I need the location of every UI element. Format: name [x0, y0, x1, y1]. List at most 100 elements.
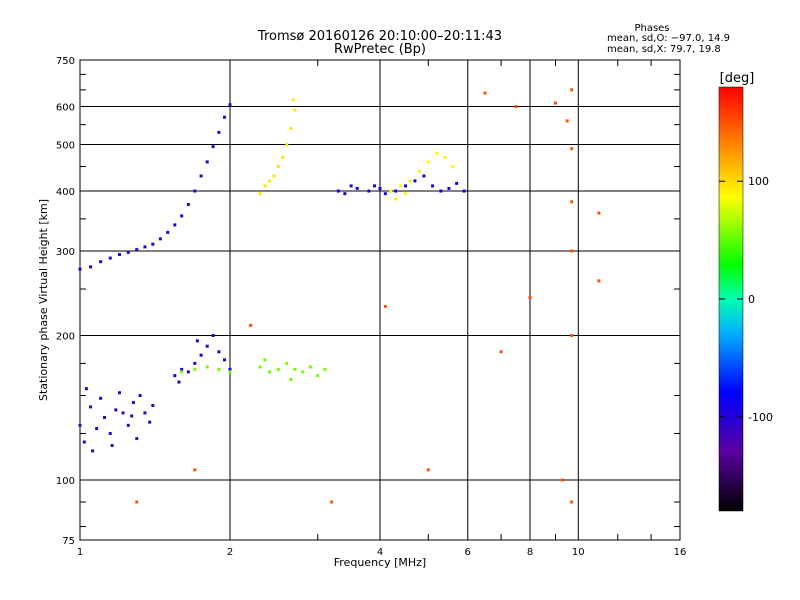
data-point — [447, 186, 451, 190]
y-tick-label: 200 — [56, 332, 75, 343]
data-point — [272, 174, 276, 178]
data-point — [439, 189, 443, 193]
data-point — [135, 248, 139, 252]
colorbar-label: [deg] — [720, 71, 755, 86]
data-point — [336, 189, 340, 193]
data-point — [143, 411, 147, 415]
data-point — [151, 242, 155, 246]
data-point — [205, 365, 209, 369]
data-point — [205, 344, 209, 348]
data-point — [205, 160, 209, 164]
data-point — [103, 415, 107, 419]
data-point — [217, 350, 221, 354]
data-point — [431, 184, 435, 188]
data-point — [180, 367, 184, 371]
data-point — [403, 192, 407, 196]
data-point — [117, 391, 121, 395]
data-point — [308, 365, 312, 369]
data-point — [267, 179, 271, 183]
y-tick-label: 750 — [56, 56, 75, 67]
data-point — [276, 367, 280, 371]
data-point — [443, 155, 447, 159]
data-point — [217, 130, 221, 134]
data-point — [408, 179, 412, 183]
stats-x-line: mean, sd,X: 79.7, 19.8 — [607, 44, 721, 55]
data-point — [180, 370, 184, 374]
data-point — [455, 181, 459, 185]
data-point — [114, 408, 118, 412]
data-point — [91, 449, 95, 453]
data-point — [223, 358, 227, 362]
data-point — [126, 250, 130, 254]
colorbar-ticks: 100 0 -100 — [719, 175, 773, 424]
data-point — [426, 468, 430, 472]
data-point — [228, 370, 232, 374]
data-point — [267, 370, 271, 374]
chart-title: Tromsø 20160126 20:10:00–20:11:43 — [257, 29, 502, 44]
data-point — [89, 405, 93, 409]
data-point — [367, 189, 371, 193]
data-point — [228, 103, 232, 107]
data-point — [349, 184, 353, 188]
data-point — [570, 147, 574, 151]
stats-o-line: mean, sd,O: −97.0, 14.9 — [607, 33, 730, 44]
data-point — [78, 423, 82, 427]
grid-lines — [80, 60, 680, 540]
data-point — [110, 444, 114, 448]
chart-subtitle: RwPretec (Bp) — [334, 42, 426, 57]
data-point — [323, 367, 327, 371]
x-tick-label: 6 — [465, 547, 471, 558]
data-point — [570, 249, 574, 253]
data-point — [597, 211, 601, 215]
data-point — [422, 174, 426, 178]
data-point — [89, 265, 93, 269]
data-point — [249, 323, 253, 327]
data-point — [373, 184, 377, 188]
data-point — [199, 174, 203, 178]
y-tick-label: 400 — [56, 187, 75, 198]
y-axis-label: Stationary phase Virtual Height [km] — [37, 199, 50, 401]
data-point — [451, 164, 455, 168]
data-point — [301, 370, 305, 374]
data-point — [570, 200, 574, 204]
tick-labels: 1 2 4 6 8 10 16 75 100 200 300 400 500 600 750 — [56, 56, 686, 558]
data-point — [173, 374, 177, 378]
y-tick-label: 75 — [62, 536, 75, 547]
data-point — [180, 214, 184, 218]
data-point — [130, 414, 134, 418]
y-tick-label: 300 — [56, 247, 75, 258]
data-point — [276, 164, 280, 168]
data-point — [355, 186, 359, 190]
data-point — [173, 223, 177, 227]
y-tick-label: 500 — [56, 141, 75, 152]
data-point — [293, 367, 297, 371]
data-point — [499, 350, 503, 354]
data-point — [263, 184, 267, 188]
data-point — [258, 365, 262, 369]
data-point — [99, 260, 103, 264]
data-point — [553, 101, 557, 105]
data-point — [135, 437, 139, 441]
colorbar-tick-label: 100 — [748, 175, 769, 188]
data-point — [483, 91, 487, 95]
data-point — [289, 377, 293, 381]
data-point — [561, 478, 565, 482]
data-point — [330, 500, 334, 504]
y-tick-label: 100 — [56, 476, 75, 487]
data-point — [99, 396, 103, 400]
data-point — [126, 423, 130, 427]
data-point — [82, 440, 86, 444]
data-point — [435, 151, 439, 155]
data-point — [211, 334, 215, 338]
x-tick-label: 4 — [377, 547, 383, 558]
data-point — [258, 192, 262, 196]
data-point — [148, 420, 152, 424]
data-point — [293, 108, 297, 112]
data-point — [426, 160, 430, 164]
data-point — [413, 179, 417, 183]
data-point — [193, 189, 197, 193]
x-tick-label: 2 — [227, 547, 233, 558]
x-tick-label: 16 — [674, 547, 687, 558]
data-point — [131, 401, 135, 405]
data-point — [383, 192, 387, 196]
